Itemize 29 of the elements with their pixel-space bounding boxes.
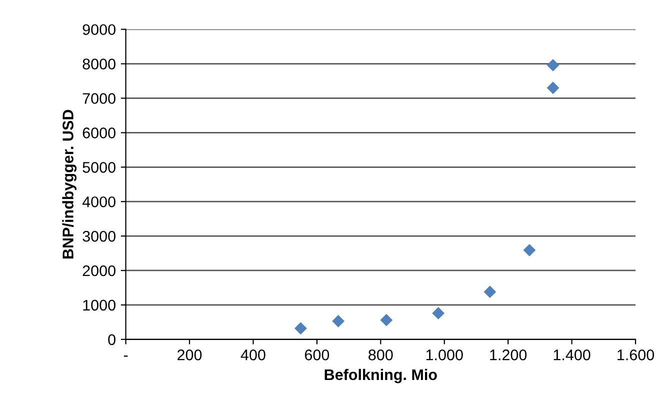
x-tick-label: - [124,356,128,357]
x-tick-label: 1.400 [554,350,590,360]
y-tick-label: 8000 [82,58,116,70]
y-tick-label: 9000 [82,24,116,36]
point [484,286,496,298]
y-tick-label: 6000 [82,128,116,138]
point [546,58,560,72]
x-axis-title: Befolkning. Mio [324,368,437,384]
y-axis-title: BNP/indbygger. USD [62,110,77,258]
point [294,322,307,335]
y-tick-label: 0 [108,334,116,346]
x-tick-label: 800 [368,350,393,360]
y-tick-label: 7000 [82,93,116,104]
point [332,314,344,328]
point [523,244,536,256]
y-tick-label: 4000 [82,196,116,208]
y-tick-label: 3000 [82,230,116,242]
point [432,306,445,320]
y-tick-label: 1000 [83,300,116,311]
x-tick-label: 400 [240,350,266,360]
x-tick-label: 1.600 [618,350,654,360]
point [380,314,393,326]
x-tick-label: 200 [178,350,202,360]
y-tick-label: 2000 [82,265,116,276]
point [546,82,560,94]
x-tick-label: 600 [304,350,330,360]
y-tick-label: 5000 [82,162,116,173]
x-tick-label: 1.000 [426,350,463,360]
x-tick-label: 1.200 [490,350,527,360]
